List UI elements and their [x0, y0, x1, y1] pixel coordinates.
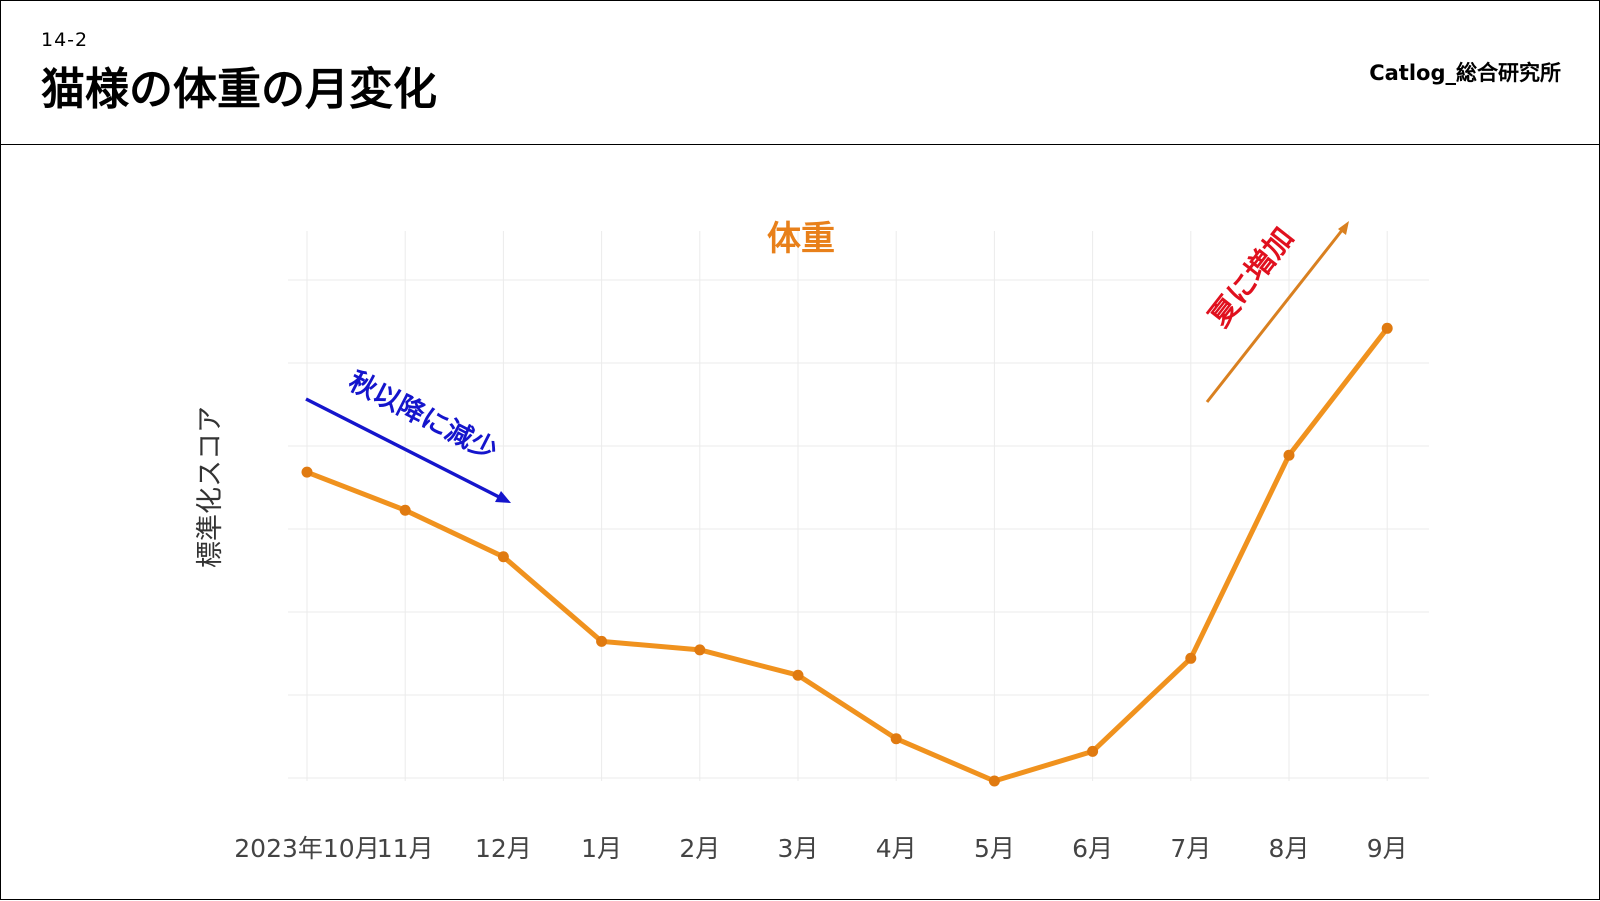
x-tick-label: 4月	[876, 834, 917, 863]
x-tick-label: 6月	[1072, 834, 1113, 863]
y-axis-label: 標準化スコア	[195, 406, 226, 568]
data-point	[1185, 652, 1197, 664]
increase-arrow	[1205, 228, 1345, 403]
grid-layer	[288, 231, 1429, 781]
slide-number: 14-2	[41, 29, 89, 51]
x-tick-label: 7月	[1170, 834, 1211, 863]
decrease-arrow	[305, 397, 502, 500]
x-tick-label: 5月	[974, 834, 1015, 863]
annotation-increase: 夏に増加	[1202, 221, 1349, 403]
data-point	[890, 733, 902, 745]
brand-logo-text: Catlog_総合研究所	[1369, 61, 1561, 85]
x-tick-label: 2023年10月	[234, 834, 379, 863]
increase-annotation-label: 夏に増加	[1202, 221, 1300, 333]
data-point	[694, 644, 706, 656]
x-tick-label: 2月	[679, 834, 720, 863]
page-title: 猫様の体重の月変化	[41, 64, 437, 115]
data-point	[399, 504, 411, 516]
header-divider	[1, 144, 1599, 145]
data-point	[1087, 745, 1099, 757]
data-point	[1283, 449, 1295, 461]
x-tick-label: 8月	[1269, 834, 1310, 863]
x-tick-label: 3月	[778, 834, 819, 863]
data-point	[792, 669, 804, 681]
decrease-annotation-label: 秋以降に減少	[344, 366, 502, 467]
data-point	[301, 466, 313, 478]
x-tick-label: 9月	[1367, 834, 1408, 863]
increase-arrow-head	[1338, 221, 1349, 235]
x-tick-label: 11月	[377, 834, 434, 863]
x-tick-label: 1月	[581, 834, 622, 863]
series-layer	[301, 322, 1393, 787]
data-point	[988, 775, 1000, 787]
x-tick-label: 12月	[475, 834, 532, 863]
decrease-arrow-head	[495, 491, 511, 503]
series-line	[304, 325, 1390, 784]
data-point	[596, 635, 608, 647]
chart-title: 体重	[767, 219, 835, 259]
data-point	[497, 551, 509, 563]
data-point	[1381, 322, 1393, 334]
